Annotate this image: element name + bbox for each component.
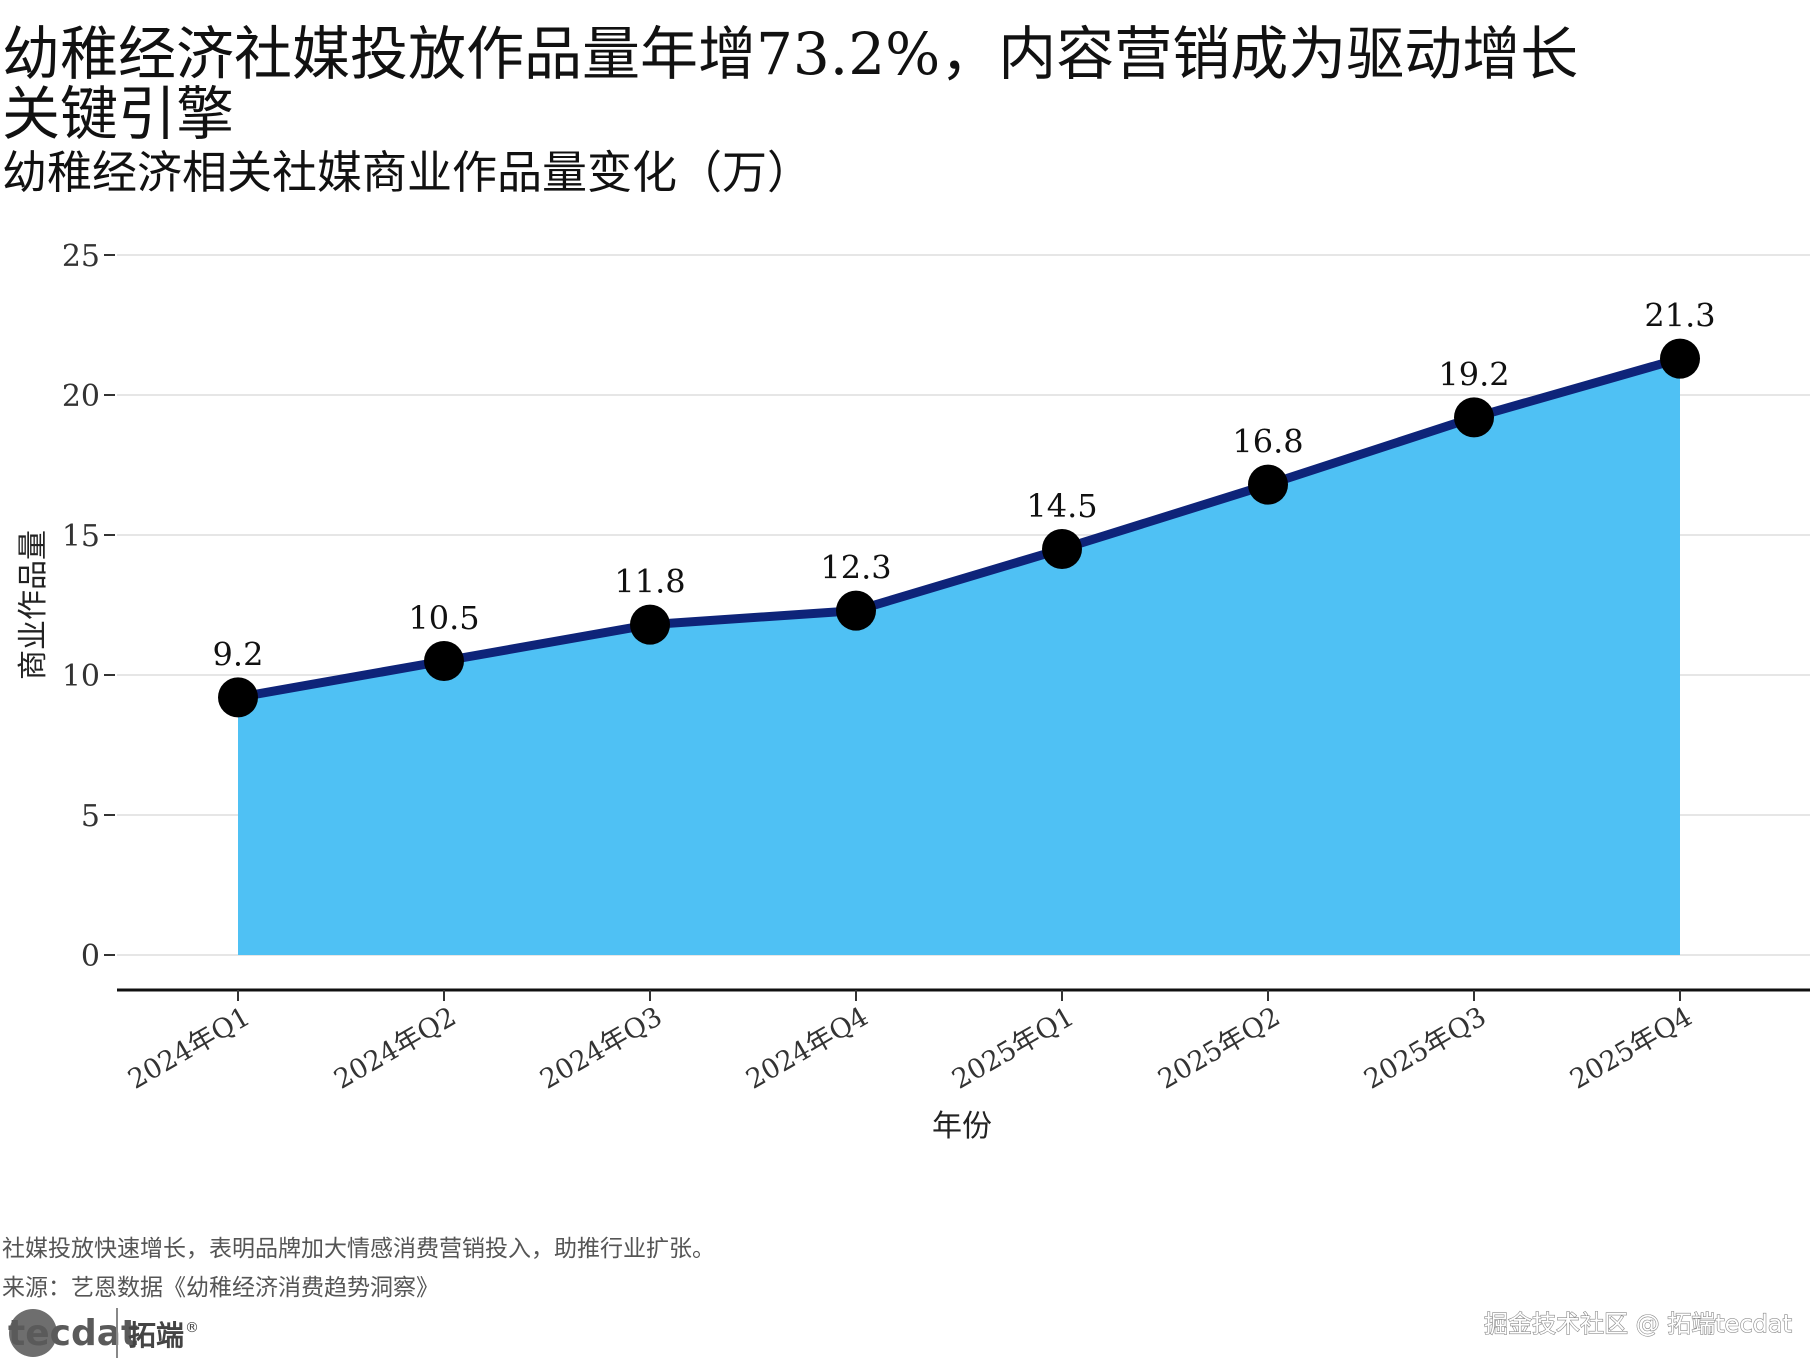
series-area	[238, 358, 1680, 956]
data-point	[1660, 338, 1700, 379]
data-label: 16.8	[1232, 423, 1303, 461]
caption-note: 社媒投放快速增长，表明品牌加大情感消费营销投入，助推行业扩张。	[2, 1236, 715, 1262]
x-tick-label: 2024年Q1	[123, 1001, 255, 1095]
data-point	[630, 604, 670, 645]
y-tick-label: 20	[62, 379, 100, 414]
caption-source: 来源：艺恩数据《幼稚经济消费趋势洞察》	[2, 1275, 439, 1301]
chart-title-line1: 幼稚经济社媒投放作品量年增73.2%，内容营销成为驱动增长	[2, 20, 1578, 88]
chart-subtitle: 幼稚经济相关社媒商业作品量变化（万）	[2, 146, 812, 199]
registered-mark: ®	[185, 1320, 199, 1336]
x-axis-title: 年份	[932, 1109, 992, 1144]
data-point	[1042, 529, 1082, 569]
y-tick-label: 10	[62, 659, 100, 694]
data-point	[836, 590, 876, 631]
x-tick-label: 2024年Q4	[741, 1001, 873, 1095]
data-point	[218, 677, 258, 718]
data-label-layer: 9.2 10.5 11.8 12.3 14.5 16.8 19.2 21.3	[213, 297, 1716, 674]
data-label: 14.5	[1026, 487, 1097, 525]
chart-title-line2: 关键引擎	[2, 80, 234, 148]
data-label: 21.3	[1644, 297, 1715, 335]
tecdat-logo-circle	[9, 1309, 57, 1357]
series-line	[233, 354, 1685, 702]
data-label: 10.5	[408, 599, 479, 637]
data-label: 11.8	[614, 563, 685, 601]
data-label: 12.3	[820, 549, 891, 587]
x-tick-label: 2024年Q2	[329, 1001, 461, 1095]
y-tick-label: 15	[62, 519, 100, 554]
data-label: 9.2	[213, 635, 264, 673]
tecdat-logo-text: tecdat	[8, 1313, 138, 1354]
community-watermark: 掘金技术社区 @ 拓端tecdat	[1484, 1310, 1792, 1338]
x-tick-label: 2024年Q3	[535, 1001, 667, 1095]
x-tick-label: 2025年Q4	[1565, 1001, 1697, 1095]
x-axis: 2024年Q1 2024年Q2 2024年Q3 2024年Q4 2025年Q1 2025年…	[117, 988, 1810, 1096]
tecdat-logo: tecdat 拓端 ®	[8, 1308, 199, 1358]
data-point	[1248, 464, 1288, 505]
y-axis-title: 商业作品量	[16, 530, 51, 680]
y-tick-label: 25	[62, 239, 100, 274]
x-tick-label: 2025年Q1	[947, 1001, 1079, 1095]
data-point	[424, 641, 464, 681]
data-label: 19.2	[1438, 355, 1509, 393]
x-tick-label: 2025年Q2	[1153, 1001, 1285, 1095]
line-layer	[233, 354, 1685, 702]
point-layer	[218, 338, 1700, 718]
area-layer	[238, 358, 1680, 956]
x-tick-label: 2025年Q3	[1359, 1001, 1491, 1095]
brand-name: 拓端	[128, 1319, 184, 1352]
y-axis: 0 5 10 15 20 25	[62, 239, 115, 974]
y-tick-label: 5	[81, 799, 100, 834]
data-point	[1454, 397, 1494, 438]
y-tick-label: 0	[81, 939, 100, 974]
